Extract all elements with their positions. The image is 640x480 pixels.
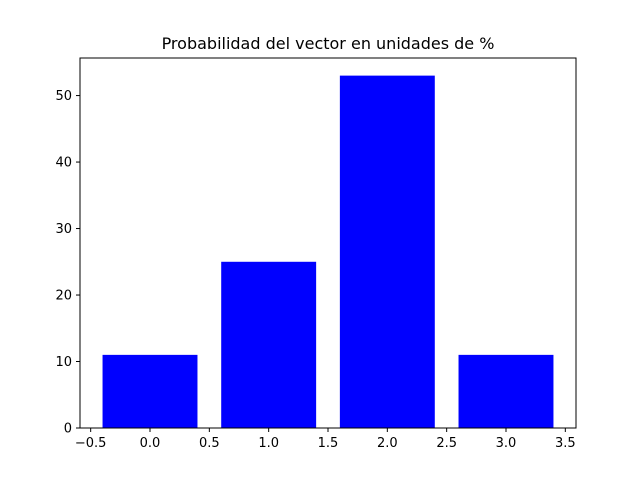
chart-title: Probabilidad del vector en unidades de % bbox=[162, 34, 495, 53]
x-tick-label: 0.0 bbox=[140, 436, 161, 451]
x-tick-label: 2.0 bbox=[377, 436, 398, 451]
x-tick-label: 3.0 bbox=[496, 436, 517, 451]
bars-group bbox=[102, 75, 554, 428]
bar-0 bbox=[102, 354, 198, 428]
y-tick-label: 50 bbox=[55, 89, 72, 104]
bar-2 bbox=[339, 75, 435, 428]
y-tick-label: 0 bbox=[64, 422, 72, 437]
x-tick-label: 2.5 bbox=[436, 436, 457, 451]
x-tick-label: 1.0 bbox=[258, 436, 279, 451]
x-axis: −0.5 0.0 0.5 1.0 1.5 2.0 2.5 3.0 3.5 bbox=[75, 428, 576, 451]
y-tick-label: 20 bbox=[55, 289, 72, 304]
y-tick-label: 10 bbox=[55, 355, 72, 370]
bar-1 bbox=[221, 261, 317, 428]
x-tick-label: 3.5 bbox=[555, 436, 576, 451]
x-tick-label: −0.5 bbox=[75, 436, 107, 451]
x-tick-label: 1.5 bbox=[318, 436, 339, 451]
y-axis: 0 10 20 30 40 50 bbox=[55, 89, 80, 437]
y-tick-label: 30 bbox=[55, 222, 72, 237]
x-tick-label: 0.5 bbox=[199, 436, 220, 451]
bar-3 bbox=[458, 354, 554, 428]
y-tick-label: 40 bbox=[55, 156, 72, 171]
